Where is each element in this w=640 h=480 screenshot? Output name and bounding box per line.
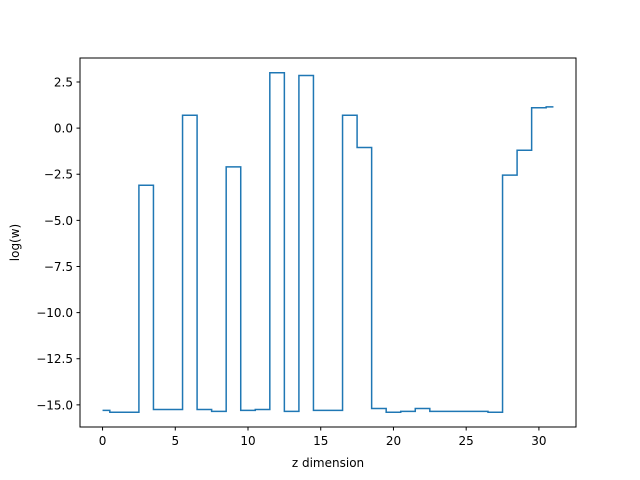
series-line [102, 72, 554, 413]
x-tick-label: 25 [459, 434, 474, 448]
y-ticks: 2.5 0.0 −2.5 −5.0 −7.5 −10.0 −12.5 −15.0 [36, 75, 80, 412]
x-tick-label: 20 [386, 434, 401, 448]
y-tick-label: −5.0 [44, 214, 73, 228]
x-tick-label: 10 [240, 434, 255, 448]
y-tick-label: −15.0 [36, 398, 73, 412]
y-axis-label: log(w) [8, 224, 22, 261]
x-tick-label: 15 [313, 434, 328, 448]
series-layer [102, 72, 554, 413]
plot-area [80, 58, 576, 427]
y-tick-label: −12.5 [36, 352, 73, 366]
x-tick-label: 0 [99, 434, 107, 448]
x-tick-label: 5 [171, 434, 179, 448]
axes-frame [79, 57, 577, 428]
x-axis-label: z dimension [292, 456, 364, 470]
y-tick-label: −10.0 [36, 306, 73, 320]
y-tick-label: −2.5 [44, 168, 73, 182]
x-ticks: 0 5 10 15 20 25 30 [99, 427, 547, 448]
x-tick-label: 30 [531, 434, 546, 448]
y-tick-label: −7.5 [44, 260, 73, 274]
y-tick-label: 0.0 [54, 122, 73, 136]
y-tick-label: 2.5 [54, 75, 73, 89]
